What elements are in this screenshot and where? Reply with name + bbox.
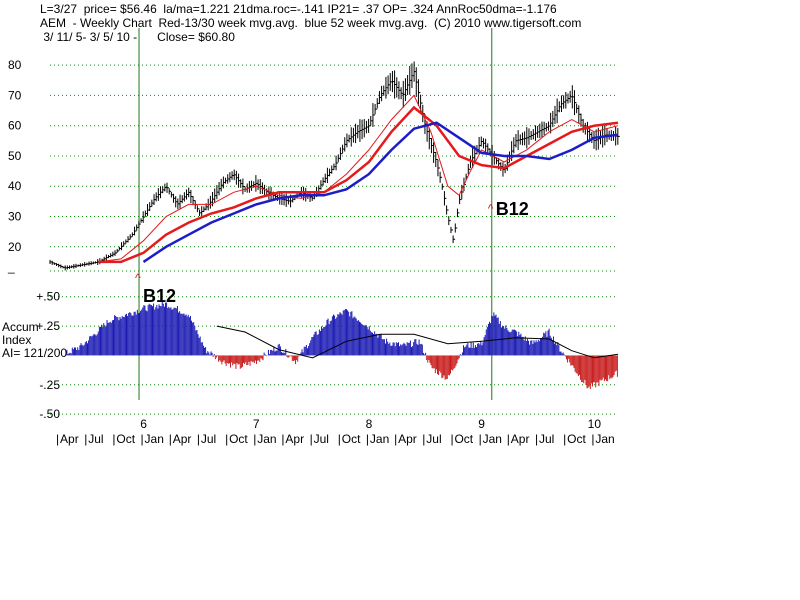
- x-month-label: Apr: [511, 432, 530, 446]
- x-month-tick: |: [141, 432, 144, 446]
- x-month-label: Oct: [454, 432, 473, 446]
- ma13-line: [98, 94, 619, 263]
- accum-panel-label: Accum: [2, 320, 39, 334]
- accum-ytick-label: +.50: [36, 290, 60, 304]
- signal-marker: ^: [135, 271, 141, 285]
- x-month-label: Jul: [539, 432, 554, 446]
- x-month-label: Apr: [398, 432, 417, 446]
- accum-panel-label: AI= 121/200: [2, 346, 67, 360]
- price-ytick-label: 70: [8, 88, 22, 102]
- x-year-label: 10: [588, 417, 602, 431]
- x-month-label: Oct: [342, 432, 361, 446]
- x-month-label: Jul: [314, 432, 329, 446]
- accum-panel-label: Index: [2, 333, 31, 347]
- signal-marker: ^: [488, 201, 494, 215]
- x-month-tick: |: [563, 432, 566, 446]
- x-month-tick: |: [310, 432, 313, 446]
- x-month-label: Jul: [88, 432, 103, 446]
- price-ytick-label: 60: [8, 119, 22, 133]
- x-year-label: 6: [140, 417, 147, 431]
- x-month-tick: |: [422, 432, 425, 446]
- price-ytick-label: 30: [8, 210, 22, 224]
- x-month-tick: |: [450, 432, 453, 446]
- signal-label: B12: [496, 199, 529, 219]
- x-month-label: Apr: [60, 432, 79, 446]
- accum-ma-line: [216, 325, 619, 359]
- accum-ytick-label: -.25: [39, 378, 60, 392]
- price-ytick-label: 80: [8, 58, 22, 72]
- x-month-tick: |: [169, 432, 172, 446]
- price-ytick-label: 20: [8, 240, 22, 254]
- x-month-tick: |: [394, 432, 397, 446]
- accum-ytick-label: +.25: [36, 319, 60, 333]
- x-month-tick: |: [225, 432, 228, 446]
- x-month-label: Jan: [595, 432, 614, 446]
- x-month-tick: |: [591, 432, 594, 446]
- x-month-label: Apr: [173, 432, 192, 446]
- x-month-label: Jul: [426, 432, 441, 446]
- x-month-label: Jul: [201, 432, 216, 446]
- x-month-tick: |: [112, 432, 115, 446]
- x-month-label: Oct: [116, 432, 135, 446]
- x-month-label: Apr: [285, 432, 304, 446]
- ma52-line: [142, 121, 619, 263]
- price-ytick-label: 40: [8, 179, 22, 193]
- x-year-label: 7: [253, 417, 260, 431]
- header-line-1: L=3/27 price= $56.46 la/ma=1.221 21dma.r…: [40, 2, 557, 16]
- x-month-label: Oct: [229, 432, 248, 446]
- header-line-2: AEM - Weekly Chart Red-13/30 week mvg.av…: [40, 16, 582, 30]
- price-ytick-label: _: [7, 260, 15, 274]
- x-month-label: Jan: [257, 432, 276, 446]
- price-ytick-label: 50: [8, 149, 22, 163]
- x-month-tick: |: [253, 432, 256, 446]
- ma30-line: [98, 105, 619, 264]
- x-month-tick: |: [479, 432, 482, 446]
- x-month-tick: |: [281, 432, 284, 446]
- x-month-tick: |: [507, 432, 510, 446]
- x-month-label: Oct: [567, 432, 586, 446]
- x-month-label: Jan: [370, 432, 389, 446]
- signal-label: B12: [143, 286, 176, 306]
- x-year-label: 9: [478, 417, 485, 431]
- x-month-label: Jan: [483, 432, 502, 446]
- accum-ytick-label: -.50: [39, 407, 60, 421]
- header-line-3: 3/ 11/ 5- 3/ 5/ 10 - Close= $60.80: [40, 30, 235, 44]
- x-month-tick: |: [56, 432, 59, 446]
- x-month-tick: |: [338, 432, 341, 446]
- x-month-tick: |: [84, 432, 87, 446]
- x-month-label: Jan: [145, 432, 164, 446]
- x-year-label: 8: [366, 417, 373, 431]
- x-month-tick: |: [197, 432, 200, 446]
- x-month-tick: |: [366, 432, 369, 446]
- x-month-tick: |: [535, 432, 538, 446]
